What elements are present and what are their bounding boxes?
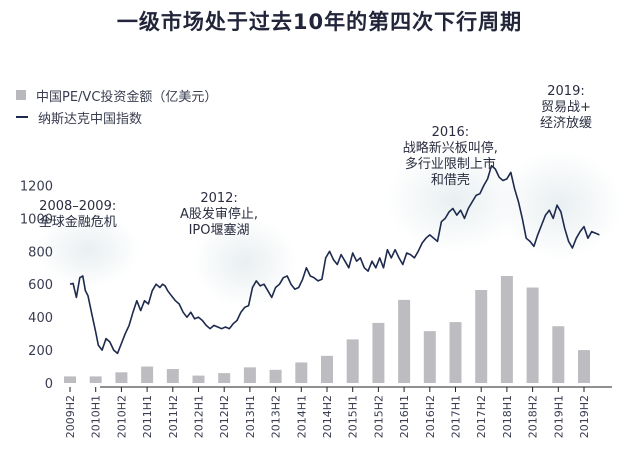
x-tick-label: 2011H2 — [167, 395, 180, 438]
x-tick-label: 2009H2 — [64, 395, 77, 438]
y-tick-label: 600 — [28, 278, 53, 293]
annotation-text: IPO堰塞湖 — [189, 222, 250, 238]
annotation-text: 经济放缓 — [540, 116, 592, 131]
chart-title: 一级市场处于过去10年的第四次下行周期 — [116, 10, 523, 34]
x-tick-label: 2010H2 — [115, 395, 128, 438]
bar — [64, 376, 76, 383]
bar — [141, 366, 154, 383]
bar — [89, 376, 102, 383]
halo-0 — [36, 212, 140, 288]
annotation-text: 和借壳 — [431, 173, 470, 188]
bar — [243, 367, 256, 383]
bar — [372, 322, 385, 383]
bar — [398, 299, 411, 383]
annotation-text: 贸易战+ — [541, 100, 591, 115]
y-tick-label: 0 — [45, 377, 53, 392]
x-tick-label: 2013H2 — [270, 395, 283, 438]
y-tick-label: 800 — [28, 245, 53, 260]
annotation-text: 2008–2009: — [39, 199, 116, 214]
legend-line-swatch — [16, 116, 28, 118]
halo-1 — [193, 216, 297, 308]
annotation-text: 2016: — [432, 125, 469, 140]
bar — [526, 287, 539, 383]
x-tick-label: 2019H2 — [578, 395, 591, 438]
annotations: 2008–2009:全球金融危机 2012:A股发审停止,IPO堰塞湖 2016:战… — [39, 84, 592, 238]
annotation-text: A股发审停止, — [180, 206, 258, 222]
bar — [578, 350, 590, 383]
x-tick-label: 2010H1 — [90, 395, 103, 438]
bar — [500, 276, 513, 383]
halo-3 — [498, 150, 622, 260]
y-tick-label: 1200 — [20, 179, 53, 194]
x-tick-label: 2011H1 — [141, 395, 154, 438]
annotation-text: 战略新兴板叫停, — [403, 140, 498, 156]
x-tick-label: 2017H2 — [475, 395, 488, 438]
y-axis: 0 200 400 600 800 1000 1200 — [20, 179, 53, 392]
bar — [346, 339, 359, 383]
x-tick-label: 2015H2 — [372, 395, 385, 438]
bar — [321, 355, 333, 383]
bar — [449, 322, 462, 383]
y-tick-label: 400 — [28, 311, 53, 326]
bar — [423, 331, 436, 383]
x-tick-label: 2018H2 — [527, 395, 540, 438]
bar — [192, 375, 205, 383]
legend-label-investment: 中国PE/VC投资金额（亿美元） — [36, 89, 218, 105]
annotation-text: 2012: — [200, 191, 237, 206]
x-tick-label: 2014H1 — [295, 395, 308, 438]
bar — [166, 369, 179, 383]
y-tick-label: 200 — [28, 344, 53, 359]
x-tick-label: 2014H2 — [321, 395, 334, 438]
index-line — [69, 164, 600, 355]
x-tick-label: 2018H1 — [501, 395, 514, 438]
x-tick-label: 2017H1 — [450, 395, 463, 438]
annotation-text: 2019: — [547, 84, 584, 99]
bar — [295, 362, 308, 383]
bar — [115, 372, 128, 383]
annotation-text: 全球金融危机 — [39, 214, 117, 230]
bar-series — [64, 276, 590, 383]
bar — [218, 373, 231, 383]
halo-2 — [385, 148, 525, 252]
x-axis: 2009H2 2010H1 2010H2 2011H1 2011H2 2012H1 2012… — [64, 386, 612, 438]
x-tick-label: 2013H1 — [244, 395, 257, 438]
x-tick-label: 2015H1 — [347, 395, 360, 438]
line-series — [69, 164, 600, 355]
x-tick-label: 2012H2 — [218, 395, 231, 438]
y-tick-label: 1000 — [20, 212, 53, 227]
annotation-text: 多行业限制上市 — [405, 156, 496, 172]
legend-item-investment: 中国PE/VC投资金额（亿美元） — [16, 84, 217, 106]
legend-bar-swatch — [16, 90, 26, 100]
highlight-halos — [36, 148, 622, 308]
bar — [552, 326, 565, 383]
legend-label-index: 纳斯达克中国指数 — [38, 111, 143, 127]
bar — [475, 290, 488, 383]
legend: 中国PE/VC投资金额（亿美元） 纳斯达克中国指数 — [16, 84, 217, 128]
x-tick-label: 2012H1 — [193, 395, 206, 438]
x-tick-label: 2019H1 — [552, 395, 565, 438]
x-tick-label: 2016H1 — [398, 395, 411, 438]
legend-item-index: 纳斯达克中国指数 — [16, 106, 217, 128]
bar — [269, 369, 282, 383]
x-tick-label: 2016H2 — [424, 395, 437, 438]
